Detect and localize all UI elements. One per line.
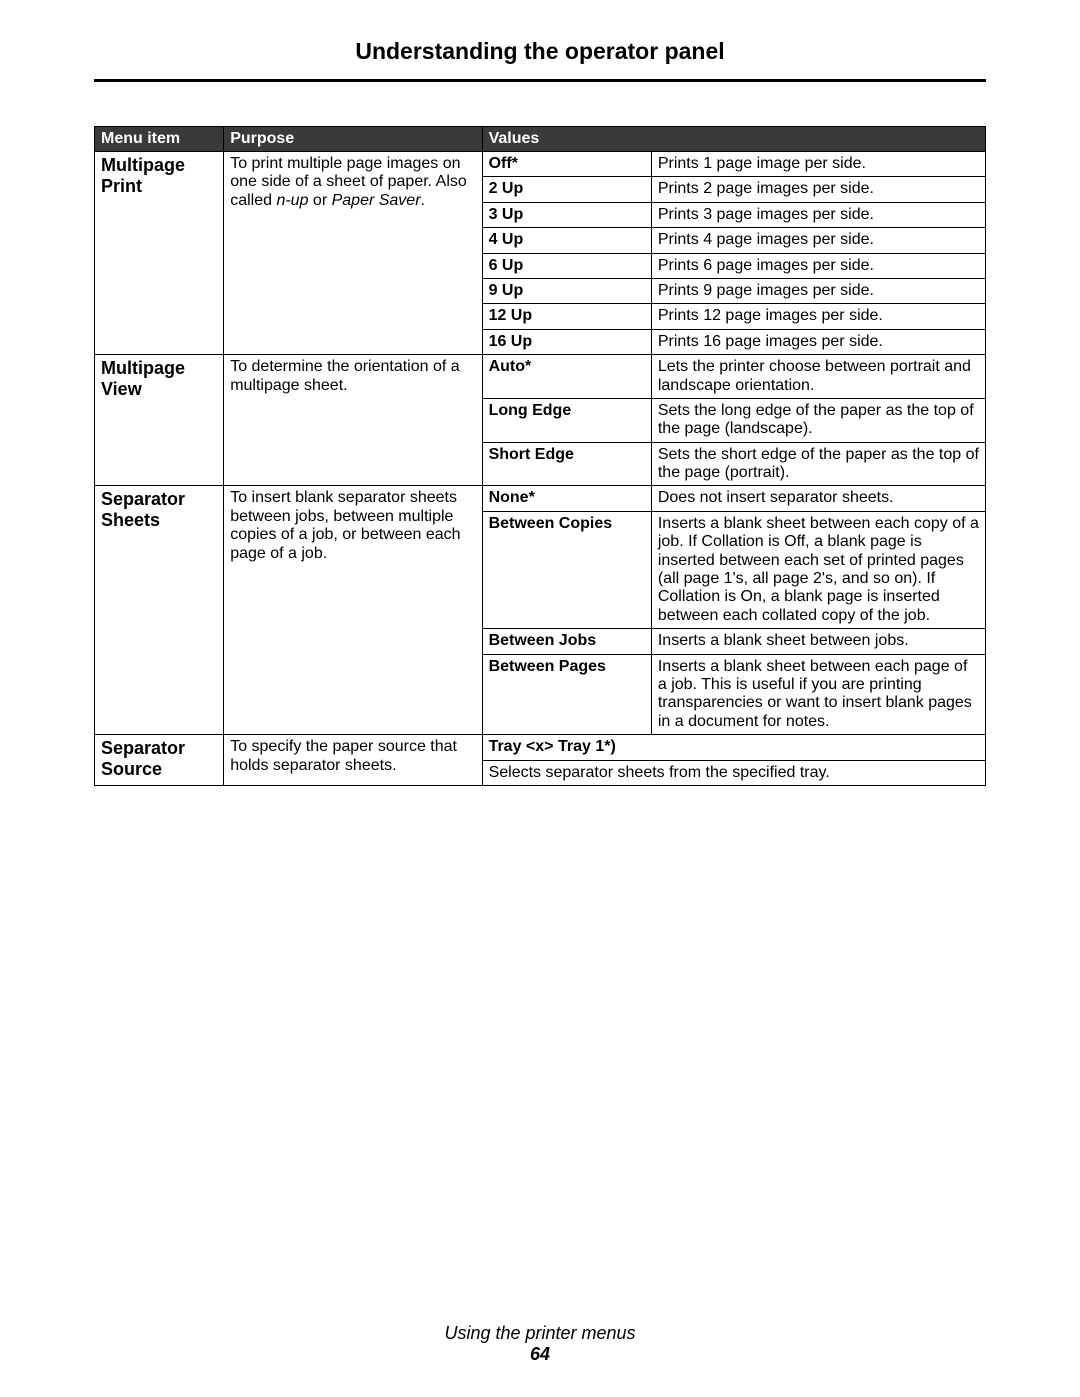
table-row: Multipage View To determine the orientat…: [95, 355, 986, 399]
value-name: Between Pages: [482, 654, 651, 735]
col-values: Values: [482, 127, 985, 152]
table-row: Separator Source To specify the paper so…: [95, 735, 986, 760]
value-desc: Inserts a blank sheet between each copy …: [651, 511, 985, 628]
value-desc: Prints 3 page images per side.: [651, 202, 985, 227]
table-row: Multipage Print To print multiple page i…: [95, 152, 986, 177]
purpose-separator-sheets: To insert blank separator sheets between…: [224, 486, 482, 735]
value-desc: Sets the long edge of the paper as the t…: [651, 398, 985, 442]
value-desc: Sets the short edge of the paper as the …: [651, 442, 985, 486]
value-desc: Prints 9 page images per side.: [651, 278, 985, 303]
purpose-italic: n-up: [276, 192, 308, 209]
value-desc: Prints 4 page images per side.: [651, 228, 985, 253]
footer-text: Using the printer menus: [444, 1323, 635, 1343]
value-name: Long Edge: [482, 398, 651, 442]
value-desc: Prints 2 page images per side.: [651, 177, 985, 202]
table-header-row: Menu item Purpose Values: [95, 127, 986, 152]
title-rule: [94, 79, 986, 82]
value-desc: Prints 1 page image per side.: [651, 152, 985, 177]
menuitem-multipage-print: Multipage Print: [95, 152, 224, 355]
menuitem-multipage-view: Multipage View: [95, 355, 224, 486]
col-purpose: Purpose: [224, 127, 482, 152]
purpose-separator-source: To specify the paper source that holds s…: [224, 735, 482, 786]
value-name: 12 Up: [482, 304, 651, 329]
value-name: 3 Up: [482, 202, 651, 227]
value-name: Between Jobs: [482, 629, 651, 654]
table-row: Separator Sheets To insert blank separat…: [95, 486, 986, 511]
value-desc: Lets the printer choose between portrait…: [651, 355, 985, 399]
purpose-text: or: [308, 192, 331, 209]
value-name: 2 Up: [482, 177, 651, 202]
page-title: Understanding the operator panel: [0, 38, 1080, 65]
value-name: Auto*: [482, 355, 651, 399]
purpose-multipage-view: To determine the orientation of a multip…: [224, 355, 482, 486]
value-name: Between Copies: [482, 511, 651, 628]
value-desc: Selects separator sheets from the specif…: [482, 760, 985, 785]
page-footer: Using the printer menus 64: [0, 1323, 1080, 1365]
menuitem-separator-sheets: Separator Sheets: [95, 486, 224, 735]
value-desc: Inserts a blank sheet between jobs.: [651, 629, 985, 654]
value-desc: Inserts a blank sheet between each page …: [651, 654, 985, 735]
value-desc: Does not insert separator sheets.: [651, 486, 985, 511]
value-name: 4 Up: [482, 228, 651, 253]
col-menu: Menu item: [95, 127, 224, 152]
value-name: Off*: [482, 152, 651, 177]
menuitem-separator-source: Separator Source: [95, 735, 224, 786]
value-name: Short Edge: [482, 442, 651, 486]
value-name: None*: [482, 486, 651, 511]
value-name: 9 Up: [482, 278, 651, 303]
value-name: Tray <x> Tray 1*): [482, 735, 985, 760]
value-desc: Prints 12 page images per side.: [651, 304, 985, 329]
page-number: 64: [0, 1344, 1080, 1365]
menu-table: Menu item Purpose Values Multipage Print…: [94, 126, 986, 786]
value-desc: Prints 6 page images per side.: [651, 253, 985, 278]
value-name: 6 Up: [482, 253, 651, 278]
purpose-italic: Paper Saver: [332, 192, 421, 209]
purpose-text: .: [421, 192, 425, 209]
value-desc: Prints 16 page images per side.: [651, 329, 985, 354]
purpose-multipage-print: To print multiple page images on one sid…: [224, 152, 482, 355]
value-name: 16 Up: [482, 329, 651, 354]
